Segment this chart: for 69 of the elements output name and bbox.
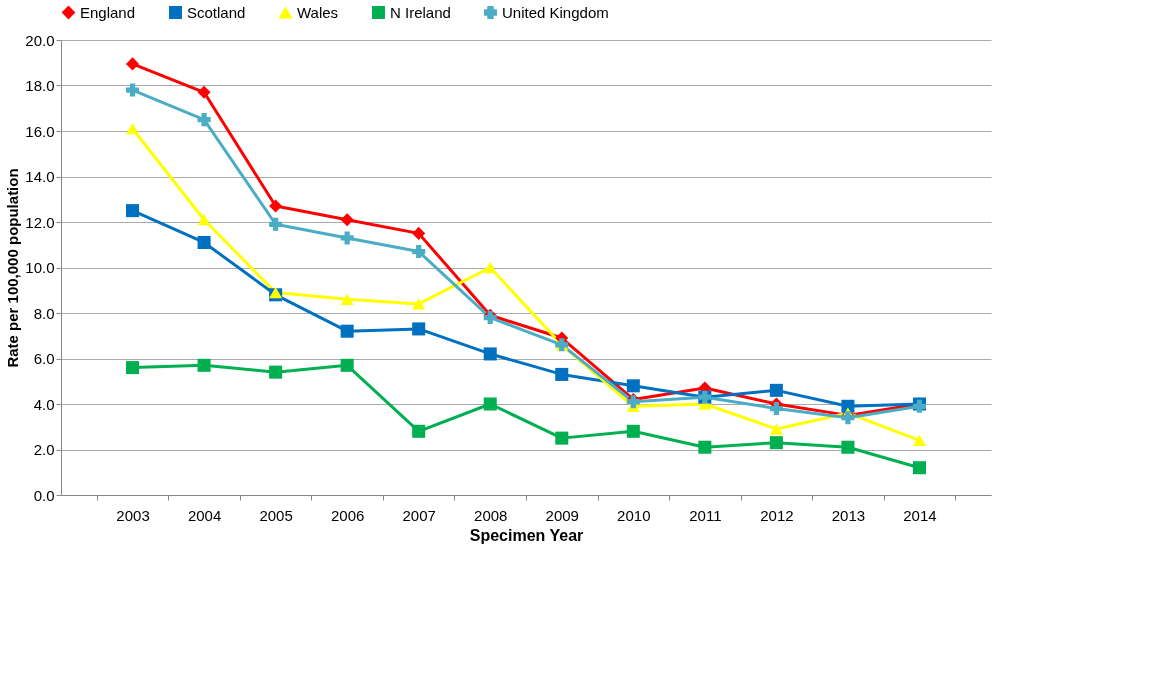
point — [126, 83, 140, 97]
point — [269, 365, 283, 379]
point — [412, 226, 426, 240]
point — [340, 293, 354, 305]
point — [197, 113, 211, 127]
x-tick-label: 2007 — [402, 506, 436, 524]
point — [126, 123, 140, 135]
point — [412, 245, 426, 259]
x-tick-label: 2012 — [760, 506, 794, 524]
y-tick-label: 12.0 — [25, 213, 55, 231]
x-tick-label: 2003 — [116, 506, 150, 524]
y-tick-label: 8.0 — [33, 304, 55, 322]
point — [626, 379, 640, 393]
point — [483, 347, 497, 361]
point — [412, 322, 426, 336]
y-tick-label: 14.0 — [25, 168, 55, 185]
point — [412, 424, 426, 438]
y-tick-label: 16.0 — [25, 122, 55, 140]
legend-label: England — [80, 3, 136, 21]
x-tick-label: 2014 — [903, 506, 937, 524]
legend-label: N Ireland — [390, 3, 451, 21]
x-tick-label: 2006 — [330, 506, 365, 524]
point — [483, 397, 497, 411]
point — [912, 461, 926, 475]
x-tick-label: 2011 — [689, 506, 722, 524]
x-tick-label: 2010 — [617, 506, 651, 524]
point — [769, 383, 783, 397]
y-tick-label: 4.0 — [33, 395, 55, 413]
point — [340, 358, 354, 372]
x-tick-label: 2005 — [259, 506, 293, 524]
x-tick-label: 2009 — [545, 506, 579, 524]
y-tick-label: 10.0 — [25, 259, 55, 276]
point — [340, 231, 354, 245]
point — [197, 235, 211, 249]
legend-label: United Kingdom — [502, 3, 609, 21]
point — [555, 431, 569, 445]
point — [626, 424, 640, 438]
point — [197, 214, 211, 226]
x-tick-label: 2008 — [474, 506, 508, 524]
point — [126, 57, 140, 71]
point — [340, 324, 354, 338]
point — [126, 204, 140, 218]
point — [841, 440, 855, 454]
legend-label: Wales — [297, 3, 339, 21]
y-tick-label: 6.0 — [33, 350, 55, 367]
point — [126, 361, 140, 375]
point — [197, 85, 211, 99]
y-axis-title: Rate per 100,000 population — [4, 168, 22, 368]
x-axis-title: Specimen Year — [469, 526, 584, 544]
point — [412, 298, 426, 310]
point — [483, 261, 497, 274]
point — [197, 358, 211, 372]
y-tick-label: 2.0 — [33, 441, 55, 458]
point — [912, 434, 926, 447]
legend-label: Scotland — [187, 3, 246, 21]
point — [555, 367, 569, 381]
x-tick-label: 2013 — [831, 506, 866, 524]
point — [769, 402, 783, 416]
point — [769, 436, 783, 450]
point — [769, 423, 783, 435]
point — [340, 213, 354, 227]
point — [841, 399, 855, 413]
y-tick-label: 0.0 — [33, 486, 55, 504]
y-tick-label: 18.0 — [25, 77, 55, 94]
y-tick-label: 20.0 — [25, 31, 55, 49]
point — [698, 440, 712, 454]
point — [269, 199, 283, 213]
x-tick-label: 2004 — [187, 506, 222, 524]
point — [269, 217, 283, 231]
